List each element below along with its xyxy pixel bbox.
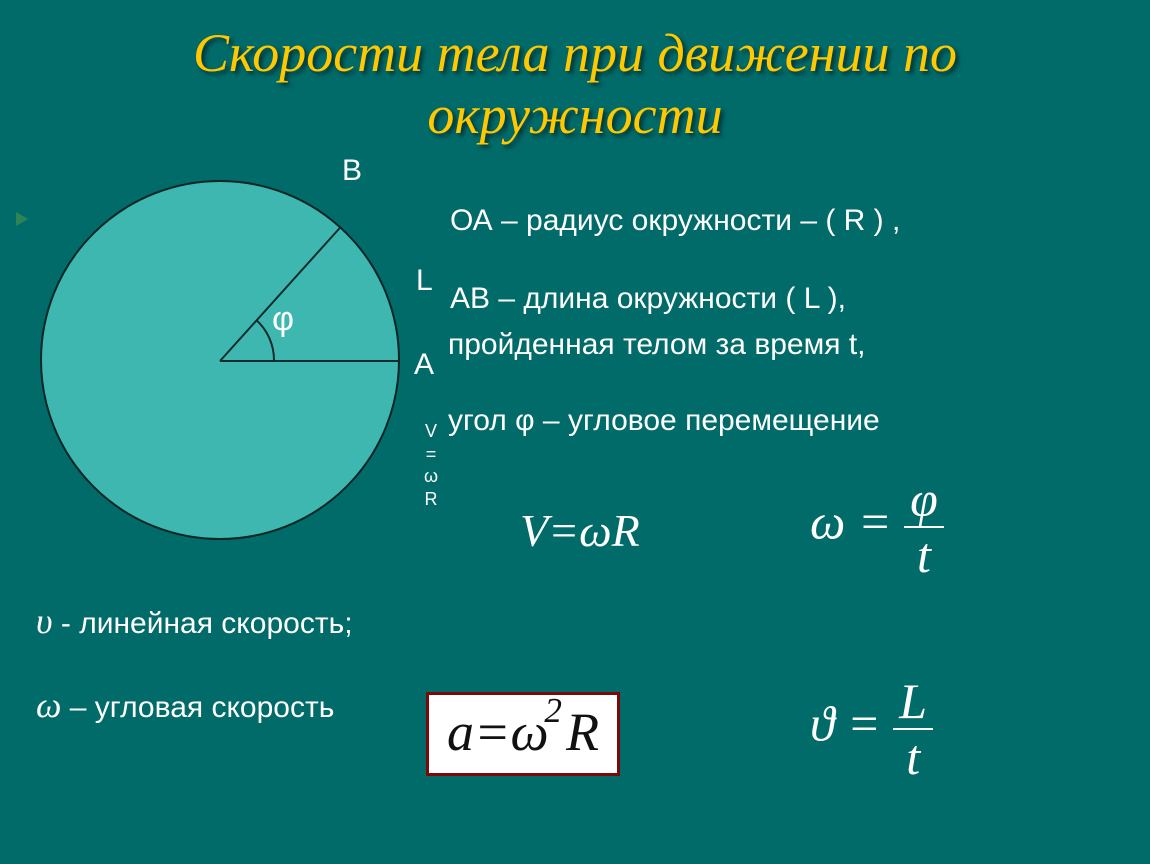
omega-eq: = (845, 493, 904, 549)
text-arc2: пройденная телом за время t, (448, 328, 866, 362)
theta-num: L (893, 674, 933, 730)
theta-lhs: ϑ (810, 695, 835, 751)
formula-v-eq-wr: V=ωR (520, 504, 640, 557)
omega-den: t (904, 528, 944, 582)
legend-linear-text: линейная скорость; (79, 607, 352, 640)
label-l: L (416, 264, 433, 298)
bullet-icon (16, 212, 28, 226)
label-b: B (342, 154, 362, 188)
omega-frac: φt (904, 472, 944, 582)
angle-arc (40, 180, 400, 540)
text-arc: АВ – длина окружности ( L ), (450, 282, 846, 316)
omega-num: φ (904, 472, 944, 528)
formula-theta: ϑ = Lt (810, 674, 933, 784)
label-a: A (414, 348, 434, 382)
text-angle: угол φ – угловое перемещение (448, 404, 880, 438)
vstack-w: ω (424, 466, 438, 486)
formula-acceleration-box: a=ω2R (426, 692, 620, 776)
a-eq: = (474, 702, 510, 762)
legend-angular-sym: ω (36, 685, 61, 725)
vstack-v: V (425, 421, 437, 441)
theta-frac: Lt (893, 674, 933, 784)
omega-lhs: ω (810, 493, 845, 549)
title-line-1: Скорости тела при движении по (193, 23, 957, 83)
vstack-r: R (425, 489, 438, 509)
a-a: a (447, 702, 474, 762)
legend-linear: υ - линейная скорость; (36, 600, 353, 642)
legend-angular-dash: – (61, 691, 94, 724)
label-phi: φ (272, 300, 294, 339)
legend-angular-text: угловая скорость (95, 691, 335, 724)
a-sup: 2 (544, 691, 562, 730)
a-w: ω (510, 702, 548, 762)
title-line-2: окружности (427, 85, 722, 145)
text-radius: ОА – радиус окружности – ( R ) , (450, 204, 900, 238)
legend-angular: ω – угловая скорость (36, 684, 334, 726)
legend-linear-sym: υ (36, 601, 53, 641)
vstack-eq: = (426, 444, 437, 464)
slide-title: Скорости тела при движении по окружности (0, 22, 1150, 146)
formula-omega: ω = φt (810, 472, 944, 582)
theta-eq: = (835, 695, 894, 751)
legend-linear-dash: - (53, 607, 80, 640)
slide: Скорости тела при движении по окружности… (0, 0, 1150, 864)
circle-diagram: B L A φ V = ω R (40, 180, 400, 540)
theta-den: t (893, 730, 933, 784)
v-eq-wr-stack: V = ω R (424, 420, 438, 510)
a-r: R (566, 702, 599, 762)
